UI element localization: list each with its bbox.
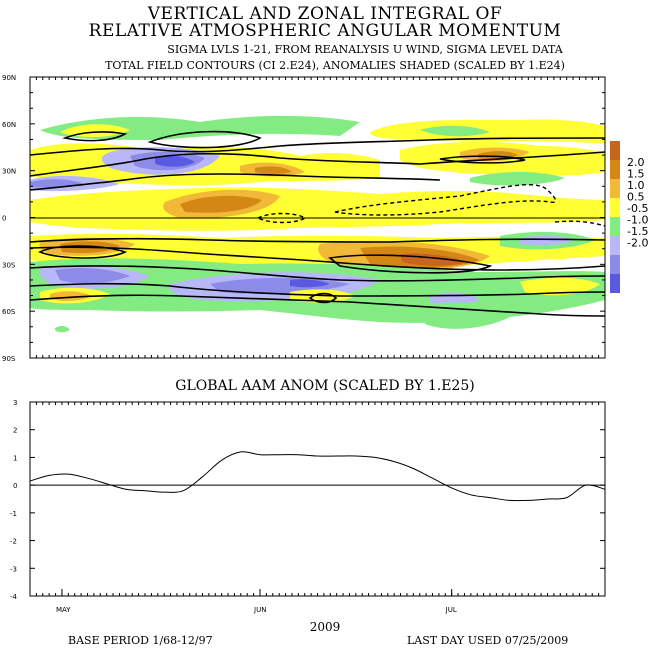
base-period-label: BASE PERIOD 1/68-12/97 — [68, 634, 213, 647]
aam-tick-label: 1 — [13, 454, 17, 462]
lat-tick-label: 60N — [2, 121, 16, 129]
negative-contours — [256, 183, 605, 227]
legend-label: -1.5 — [627, 225, 648, 238]
legend-swatch — [610, 179, 620, 198]
aam-tick-label: -1 — [10, 510, 17, 518]
anomaly-patch — [520, 277, 600, 296]
contour-line — [38, 245, 128, 259]
contour-line — [30, 294, 605, 317]
contour-line — [30, 173, 441, 191]
legend-swatch — [610, 255, 620, 274]
month-tick-label: MAY — [56, 606, 71, 614]
lat-tick-label: 30N — [2, 168, 16, 176]
legend-label: -1.0 — [627, 214, 648, 227]
lat-tick-label: 60S — [2, 308, 16, 316]
contour-line — [147, 130, 262, 149]
anomaly-patch — [30, 187, 605, 231]
chart-subtitle-line1: SIGMA LVLS 1-21, FROM REANALYSIS U WIND,… — [167, 43, 563, 56]
aam-anomaly-line — [29, 451, 606, 502]
bottom-plot-frame — [29, 401, 606, 597]
anomaly-patch — [520, 235, 575, 246]
aam-tick-label: -2 — [10, 538, 17, 546]
anomaly-patch — [420, 125, 490, 137]
legend-swatch — [610, 160, 620, 179]
legend-swatch — [610, 141, 620, 160]
month-tick-label: JUL — [445, 606, 457, 614]
line-chart-title: GLOBAL AAM ANOM (SCALED BY 1.E25) — [175, 378, 475, 394]
year-label: 2009 — [309, 620, 341, 634]
month-axis-labels: MAY JUN JUL — [56, 606, 457, 614]
contour-line — [439, 155, 526, 164]
aam-tick-label: 2 — [13, 427, 17, 435]
contour-line — [30, 237, 605, 243]
anomaly-patch — [290, 279, 330, 288]
anomaly-patch — [420, 302, 520, 329]
latitude-axis-labels: 90N 60N 30N 0 30S 60S 90S — [2, 74, 16, 363]
month-tick-label: JUN — [253, 606, 266, 614]
aam-tick-label: -4 — [10, 593, 18, 601]
aam-axis-labels: 3 2 1 0 -1 -2 -3 -4 — [10, 399, 18, 601]
aam-tick-label: -3 — [10, 565, 17, 573]
legend-swatch — [610, 198, 620, 217]
legend-swatch — [610, 236, 620, 255]
chart-title-line1: VERTICAL AND ZONAL INTEGRAL OF — [147, 4, 503, 24]
anomaly-patch — [255, 166, 292, 174]
contour-line — [308, 292, 338, 304]
legend-label: 2.0 — [627, 156, 645, 169]
lat-tick-label: 0 — [2, 215, 6, 223]
legend-label: 1.5 — [627, 168, 645, 181]
top-axis-ticks — [29, 76, 606, 359]
legend-swatch — [610, 217, 620, 236]
contour-line — [62, 131, 128, 142]
total-field-contours — [30, 130, 605, 317]
legend-label: 0.5 — [627, 191, 645, 204]
lat-tick-label: 90N — [2, 74, 16, 82]
anomaly-patch — [55, 268, 130, 284]
contour-line — [30, 137, 605, 156]
anomaly-patch — [55, 325, 70, 333]
anomaly-patch — [180, 195, 262, 213]
anomaly-patch — [155, 155, 195, 167]
contour-line — [30, 151, 605, 177]
anomaly-patch — [40, 115, 360, 140]
aam-tick-label: 3 — [13, 399, 17, 407]
negative-contour-line — [554, 220, 605, 227]
anomaly-patch — [470, 172, 565, 186]
chart-title-line2: RELATIVE ATMOSPHERIC ANGULAR MOMENTUM — [88, 21, 562, 41]
negative-contour-line — [334, 183, 557, 216]
contour-line — [30, 246, 605, 271]
legend-label: -2.0 — [627, 237, 648, 250]
color-legend: 2.01.51.00.5-0.5-1.0-1.5-2.0 — [610, 141, 648, 293]
lat-tick-label: 30S — [2, 261, 16, 269]
contour-line — [30, 265, 605, 282]
aam-tick-label: 0 — [13, 482, 17, 490]
contour-line — [328, 254, 493, 274]
chart-subtitle-line2: TOTAL FIELD CONTOURS (CI 2.E24), ANOMALI… — [105, 59, 565, 72]
last-day-label: LAST DAY USED 07/25/2009 — [407, 634, 569, 647]
lat-tick-label: 90S — [2, 355, 16, 363]
legend-label: -0.5 — [627, 202, 648, 215]
bottom-axis-ticks — [29, 401, 606, 597]
legend-swatch — [610, 274, 620, 293]
legend-label: 1.0 — [627, 179, 645, 192]
